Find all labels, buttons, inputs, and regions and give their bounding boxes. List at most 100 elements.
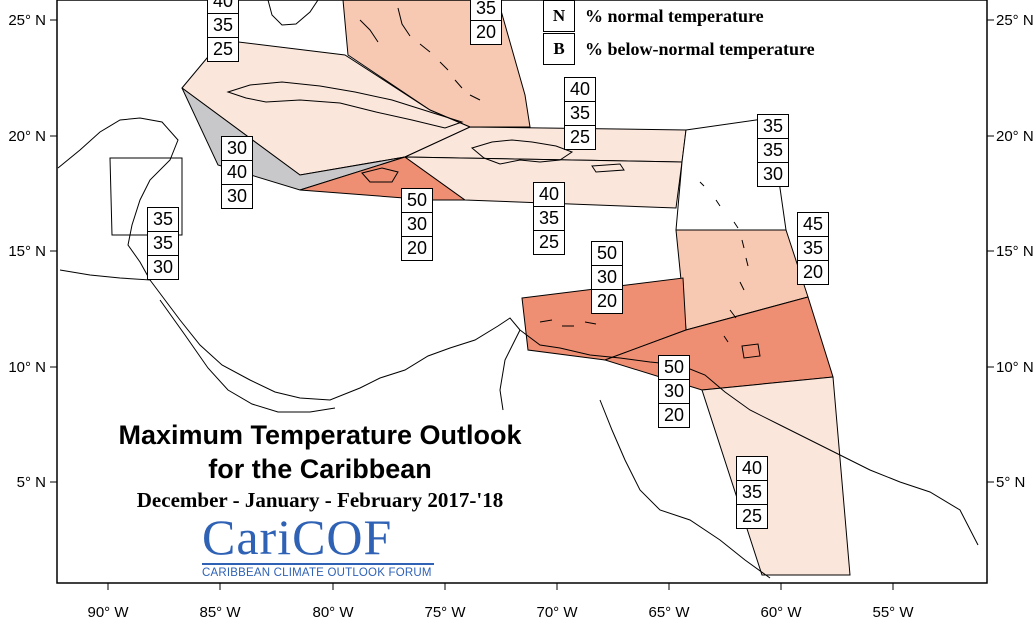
prob-normal: 40 <box>222 160 252 184</box>
prob-normal: 35 <box>737 480 767 504</box>
x-tick-label: 90° W <box>87 604 129 621</box>
map-subtitle: December - January - February 2017-'18 <box>136 488 504 512</box>
puerto-rico-coast <box>591 163 625 173</box>
bahamas-islands <box>359 7 481 101</box>
y-tick-label-right: 20° N <box>996 128 1034 145</box>
prob-above: 40 <box>212 0 234 11</box>
y-tick-label-right: 15° N <box>996 243 1034 260</box>
prob-normal: 30 <box>592 265 622 289</box>
prob-box-belize: 35 35 30 <box>147 207 179 280</box>
map-title-line2: for the Caribbean <box>208 454 432 484</box>
y-tick-label-left: 20° N <box>8 128 46 145</box>
prob-below: 30 <box>758 162 788 186</box>
legend-normal: N % normal temperature <box>543 0 764 32</box>
south-america-interior <box>499 329 771 579</box>
legend-key-normal: N <box>543 0 575 32</box>
x-tick-label: 70° W <box>536 604 578 621</box>
cuba-coast <box>226 81 464 129</box>
jamaica-coast <box>361 167 399 183</box>
prob-below: 30 <box>148 255 178 279</box>
region-guianas <box>701 376 851 576</box>
prob-below: 20 <box>592 289 622 313</box>
hispaniola-coast <box>470 139 574 165</box>
y-tick-label-left: 25° N <box>8 12 46 29</box>
prob-box-bahamas: 35 20 <box>470 0 502 45</box>
south-america-coast <box>519 329 979 546</box>
prob-box-jamaica: 50 30 20 <box>401 188 433 261</box>
central-america-west <box>159 299 336 413</box>
legend-key-below: B <box>543 33 575 65</box>
prob-above: 50 <box>663 357 685 377</box>
y-tick-label-left: 10° N <box>8 359 46 376</box>
abc-islands <box>539 319 597 327</box>
map-title-block: Maximum Temperature Outlook for the Cari… <box>60 418 580 513</box>
prob-normal: 35 <box>758 138 788 162</box>
y-tick-label-right: 25° N <box>996 12 1034 29</box>
x-tick-label: 80° W <box>312 604 354 621</box>
prob-box-cayman: 30 40 30 <box>221 136 253 209</box>
prob-normal: 35 <box>798 236 828 260</box>
prob-below: 25 <box>737 504 767 528</box>
prob-above: 40 <box>538 184 560 204</box>
prob-above: 50 <box>596 243 618 263</box>
yucatan-coast <box>57 117 179 281</box>
prob-box-windward: 50 30 20 <box>658 355 690 428</box>
prob-below: 25 <box>565 125 595 149</box>
prob-box-leeward: 45 35 20 <box>797 212 829 285</box>
prob-below: 20 <box>402 236 432 260</box>
legend-below: B % below-normal temperature <box>543 33 815 65</box>
prob-box-guianas: 40 35 25 <box>736 456 768 529</box>
prob-above: 40 <box>741 458 763 478</box>
map-frame-inner <box>56 0 988 584</box>
prob-normal: 35 <box>475 0 497 18</box>
prob-above: 35 <box>762 116 784 136</box>
prob-normal: 35 <box>534 206 564 230</box>
prob-box-hispaniola-north: 40 35 25 <box>564 77 596 150</box>
prob-box-cuba: 40 35 25 <box>207 0 239 62</box>
prob-below: 20 <box>471 20 501 44</box>
prob-below: 25 <box>534 230 564 254</box>
prob-box-leeward-north: 35 35 30 <box>757 114 789 187</box>
legend-label-below: % below-normal temperature <box>585 38 815 59</box>
trinidad-coast <box>741 343 761 359</box>
prob-box-hispaniola-south: 40 35 25 <box>533 182 565 255</box>
central-america-coast <box>149 279 521 401</box>
logo-rule <box>202 563 434 565</box>
prob-above: 45 <box>802 214 824 234</box>
caricof-logo: CariCOF CARIBBEAN CLIMATE OUTLOOK FORUM <box>202 512 434 579</box>
x-tick-label: 65° W <box>648 604 690 621</box>
prob-normal: 30 <box>402 212 432 236</box>
prob-above: 30 <box>226 138 248 158</box>
x-tick-label: 75° W <box>424 604 466 621</box>
prob-normal: 35 <box>208 13 238 37</box>
prob-normal: 30 <box>659 379 689 403</box>
prob-below: 20 <box>659 403 689 427</box>
y-axis-ticks: 25° N 25° N 20° N 20° N 15° N 15° N 10° N 10° N… <box>8 12 1033 491</box>
y-tick-label-right: 5° N <box>996 474 1025 491</box>
logo-tagline: CARIBBEAN CLIMATE OUTLOOK FORUM <box>202 567 432 579</box>
legend-label-normal: % normal temperature <box>585 5 764 26</box>
y-tick-label-right: 10° N <box>996 359 1034 376</box>
prob-above: 40 <box>569 79 591 99</box>
prob-below: 25 <box>208 37 238 61</box>
prob-normal: 35 <box>148 231 178 255</box>
map-title: Maximum Temperature Outlook <box>118 420 522 450</box>
coastlines <box>57 0 979 579</box>
y-tick-label-left: 15° N <box>8 243 46 260</box>
x-tick-label: 55° W <box>872 604 914 621</box>
lesser-antilles <box>699 181 749 343</box>
prob-above: 35 <box>152 209 174 229</box>
y-tick-label-left: 5° N <box>17 474 46 491</box>
prob-normal: 35 <box>565 101 595 125</box>
florida-coast <box>267 0 319 26</box>
map-frame: 90° W 85° W 80° W 75° W 70° W 65° W 60° W 55° W… <box>8 0 1034 621</box>
prob-box-abc: 50 30 20 <box>591 241 623 314</box>
x-tick-label: 60° W <box>760 604 802 621</box>
prob-above: 50 <box>406 190 428 210</box>
logo-wordmark: CariCOF <box>202 509 393 565</box>
prob-below: 20 <box>798 260 828 284</box>
x-tick-label: 85° W <box>199 604 241 621</box>
prob-below: 30 <box>222 184 252 208</box>
x-axis-ticks: 90° W 85° W 80° W 75° W 70° W 65° W 60° W 55° W <box>87 583 914 621</box>
